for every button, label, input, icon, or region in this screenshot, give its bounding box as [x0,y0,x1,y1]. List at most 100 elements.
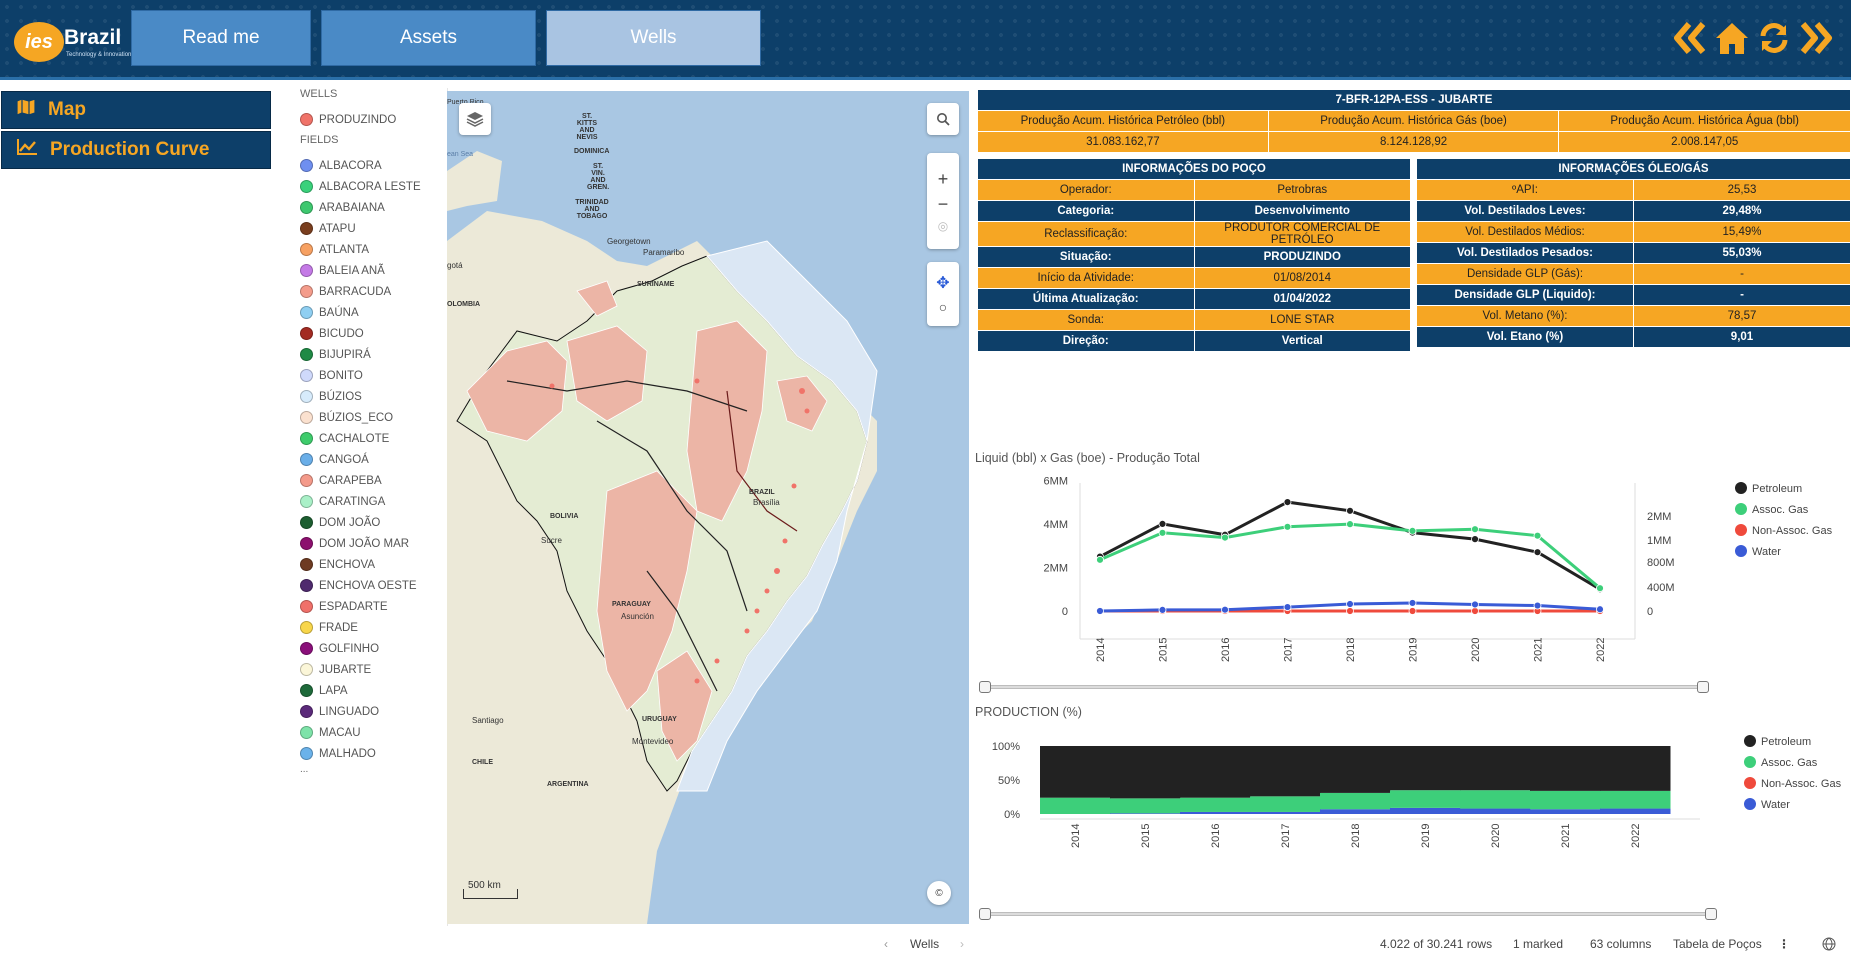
search-icon[interactable] [927,103,959,135]
area-chart-range-slider[interactable] [979,908,1717,920]
legend-label: Non-Assoc. Gas [1752,525,1833,537]
legend-swatch [300,348,313,361]
menu-item-map[interactable]: Map [1,91,271,129]
data-point [1346,520,1354,529]
series-line-petroleum [1099,500,1601,591]
zoom-in-icon[interactable]: + [937,169,949,189]
map-legend: WELLS PRODUZINDO FIELDS ALBACORA ALBACORA… [278,88,448,926]
data-point [1408,526,1417,535]
legend-swatch [300,663,313,676]
slider-handle-start[interactable] [979,908,991,920]
line-chart[interactable]: 0 2MM 4MM 6MM 0 400M 800M 1MM 2MM 2014 2015 2016 201… [975,468,1851,668]
legend-item[interactable]: CARATINGA [278,491,447,512]
lasso-icon[interactable]: ○ [938,299,948,315]
legend-item[interactable]: CANGOÁ [278,449,447,470]
legend-item[interactable]: CARAPEBA [278,470,447,491]
map-label-trinidad: TRINIDAD AND TOBAGO [575,199,609,220]
layers-icon[interactable] [459,103,491,135]
attribution-button[interactable]: © [927,881,951,905]
legend-label: BÚZIOS [319,390,362,403]
info-value: 01/08/2014 [1193,267,1411,289]
legend-item[interactable]: BONITO [278,365,447,386]
legend-item[interactable]: MACAU [278,722,447,743]
locate-icon[interactable]: ◎ [937,219,949,233]
map-label-colombia: OLOMBIA [447,301,481,308]
legend-item[interactable]: DOM JOÃO [278,512,447,533]
legend-item[interactable]: GOLFINHO [278,638,447,659]
data-table-name[interactable]: Tabela de Poços [1673,937,1762,951]
chevron-left-icon[interactable]: ‹ [884,937,888,951]
area-chart[interactable]: 0% 50% 100% 2014 2015 2016 2017 2018 2019 2020 202… [975,722,1851,852]
more-vertical-icon[interactable]: ⋮ [1778,937,1790,951]
legend-swatch [1744,777,1756,789]
active-sheet-name[interactable]: Wells [910,937,940,951]
map-label-santiago: Santiago [472,716,504,725]
legend-item[interactable]: ENCHOVA [278,554,447,575]
data-point [1471,535,1479,544]
logo-name: Brazil [64,26,122,49]
info-label: Densidade GLP (Gás): [1416,263,1634,285]
data-point [1471,525,1479,534]
area-segment [1460,790,1531,809]
legend-item[interactable]: ENCHOVA OESTE [278,575,447,596]
refresh-icon[interactable] [1755,18,1793,58]
y-left-tick-label: 0 [1062,606,1068,618]
legend-item[interactable]: BAÚNA [278,302,447,323]
slider-handle-end[interactable] [1697,681,1709,693]
legend-item[interactable]: JUBARTE [278,659,447,680]
legend-item[interactable]: FRADE [278,617,447,638]
legend-item[interactable]: ALBACORA LESTE [278,176,447,197]
menu-item-production-curve[interactable]: Production Curve [1,131,271,169]
y-left-tick-label: 6MM [1044,475,1068,487]
well-summary-table: 7-BFR-12PA-ESS - JUBARTE Produção Acum. … [977,89,1851,153]
slider-handle-start[interactable] [979,681,991,693]
y-right-tick-label: 800M [1647,557,1675,569]
legend-label: MACAU [319,726,361,739]
legend-item[interactable]: BÚZIOS [278,386,447,407]
legend-item[interactable]: ARABAIANA [278,197,447,218]
legend-item[interactable]: ALBACORA [278,155,447,176]
legend-item[interactable]: ATLANTA [278,239,447,260]
info-value: 01/04/2022 [1193,288,1411,310]
map-view[interactable]: Puerto Rico ST. KITTS AND NEVIS ean Sea … [447,91,969,924]
legend-more[interactable]: ... [300,764,309,775]
home-icon[interactable] [1713,18,1751,58]
legend-swatch [300,642,313,655]
tab-read-me[interactable]: Read me [131,10,311,66]
legend-item[interactable]: ATAPU [278,218,447,239]
legend-item[interactable]: MALHADO [278,743,447,764]
legend-item[interactable]: PRODUZINDO [278,109,447,130]
legend-item[interactable]: ESPADARTE [278,596,447,617]
globe-icon[interactable] [1822,937,1836,954]
tab-wells[interactable]: Wells [546,10,761,66]
legend-label: GOLFINHO [319,642,380,655]
legend-item[interactable]: BIJUPIRÁ [278,344,447,365]
legend-label: ALBACORA LESTE [319,180,421,193]
legend-item[interactable]: DOM JOÃO MAR [278,533,447,554]
legend-item[interactable]: BALEIA ANÃ [278,260,447,281]
legend-item[interactable]: BICUDO [278,323,447,344]
legend-item[interactable]: LINGUADO [278,701,447,722]
chevrons-right-icon[interactable] [1797,18,1835,58]
legend-item[interactable]: CACHALOTE [278,428,447,449]
data-point [1221,533,1229,542]
info-label: Operador: [977,179,1195,201]
legend-item[interactable]: BARRACUDA [278,281,447,302]
chevrons-left-icon[interactable] [1671,18,1709,58]
map-scale-bar: 500 km [463,880,518,899]
legend-swatch [300,411,313,424]
slider-handle-end[interactable] [1705,908,1717,920]
header-nav-icons [1671,18,1835,58]
line-chart-range-slider[interactable] [979,681,1709,693]
chevron-right-icon[interactable]: › [960,937,964,951]
legend-item[interactable]: BÚZIOS_ECO [278,407,447,428]
info-label: Última Atualização: [977,288,1195,310]
line-chart-icon [16,138,38,162]
tab-assets[interactable]: Assets [321,10,536,66]
pan-icon[interactable]: ✥ [936,275,950,292]
legend-item[interactable]: LAPA [278,680,447,701]
legend-label: CACHALOTE [319,432,390,445]
zoom-out-icon[interactable]: − [937,194,949,214]
data-point [1533,601,1542,610]
legend-label: CARAPEBA [319,474,382,487]
